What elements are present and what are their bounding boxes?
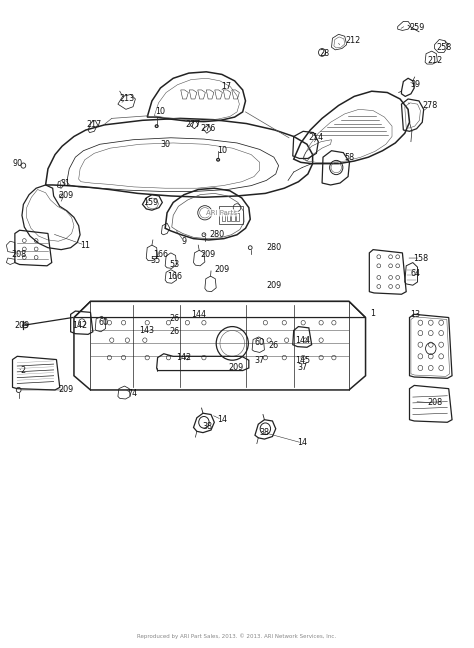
Text: 37: 37 (297, 364, 307, 373)
Text: 143: 143 (139, 326, 154, 335)
Text: 212: 212 (345, 36, 360, 45)
Text: 55: 55 (151, 256, 161, 265)
Text: 74: 74 (127, 389, 137, 399)
Text: 14: 14 (297, 439, 307, 448)
Text: 276: 276 (200, 124, 215, 133)
Text: 209: 209 (228, 364, 244, 373)
Text: 214: 214 (309, 133, 324, 143)
Text: 142: 142 (73, 321, 88, 330)
Text: 30: 30 (160, 140, 170, 149)
Text: 58: 58 (345, 153, 355, 161)
Text: 213: 213 (120, 95, 135, 104)
Text: 10: 10 (155, 108, 165, 117)
Text: 26: 26 (170, 327, 180, 336)
Text: 90: 90 (12, 159, 22, 168)
Text: 280: 280 (210, 230, 225, 239)
Text: 166: 166 (153, 249, 168, 259)
Text: 145: 145 (295, 356, 310, 365)
Text: 278: 278 (422, 101, 438, 110)
Text: 166: 166 (167, 272, 182, 281)
Text: 212: 212 (428, 56, 443, 65)
Text: 158: 158 (413, 253, 428, 262)
Text: 28: 28 (319, 49, 329, 58)
Text: 277: 277 (186, 121, 201, 130)
Text: 209: 209 (200, 249, 215, 259)
Text: 10: 10 (217, 146, 227, 156)
Text: 38: 38 (203, 422, 213, 431)
Text: 38: 38 (259, 428, 269, 437)
Text: 9: 9 (182, 237, 187, 246)
Text: 17: 17 (221, 82, 232, 91)
Text: 26: 26 (170, 314, 180, 323)
Text: 159: 159 (143, 198, 159, 207)
Text: 53: 53 (170, 260, 180, 269)
Text: 209: 209 (14, 321, 29, 330)
Text: 37: 37 (255, 356, 265, 365)
Text: 258: 258 (437, 43, 452, 52)
Text: 142: 142 (176, 353, 191, 362)
Text: Reproduced by ARI Part Sales, 2013. © 2013. ARI Network Services, Inc.: Reproduced by ARI Part Sales, 2013. © 20… (137, 633, 337, 639)
Text: 1: 1 (371, 309, 375, 318)
Text: 144: 144 (191, 310, 206, 319)
Text: ARI Parts: ARI Parts (206, 210, 237, 216)
Text: 31: 31 (61, 179, 71, 187)
Text: 64: 64 (410, 269, 420, 278)
Text: 39: 39 (410, 80, 421, 89)
Text: 13: 13 (410, 310, 420, 319)
Text: 280: 280 (266, 243, 282, 252)
Text: 209: 209 (214, 265, 229, 274)
Text: 60: 60 (99, 318, 109, 327)
Text: 60: 60 (255, 338, 264, 347)
Text: 209: 209 (58, 386, 73, 395)
Text: 11: 11 (80, 240, 90, 249)
Text: 209: 209 (58, 191, 73, 200)
Text: 14: 14 (217, 415, 227, 424)
Text: 209: 209 (266, 281, 282, 290)
Text: 259: 259 (409, 23, 424, 32)
Text: 208: 208 (427, 399, 442, 408)
Text: 26: 26 (269, 341, 279, 351)
Text: 2: 2 (21, 366, 26, 375)
Text: 217: 217 (87, 121, 102, 130)
Text: 144: 144 (295, 336, 310, 345)
Text: 208: 208 (11, 249, 26, 259)
